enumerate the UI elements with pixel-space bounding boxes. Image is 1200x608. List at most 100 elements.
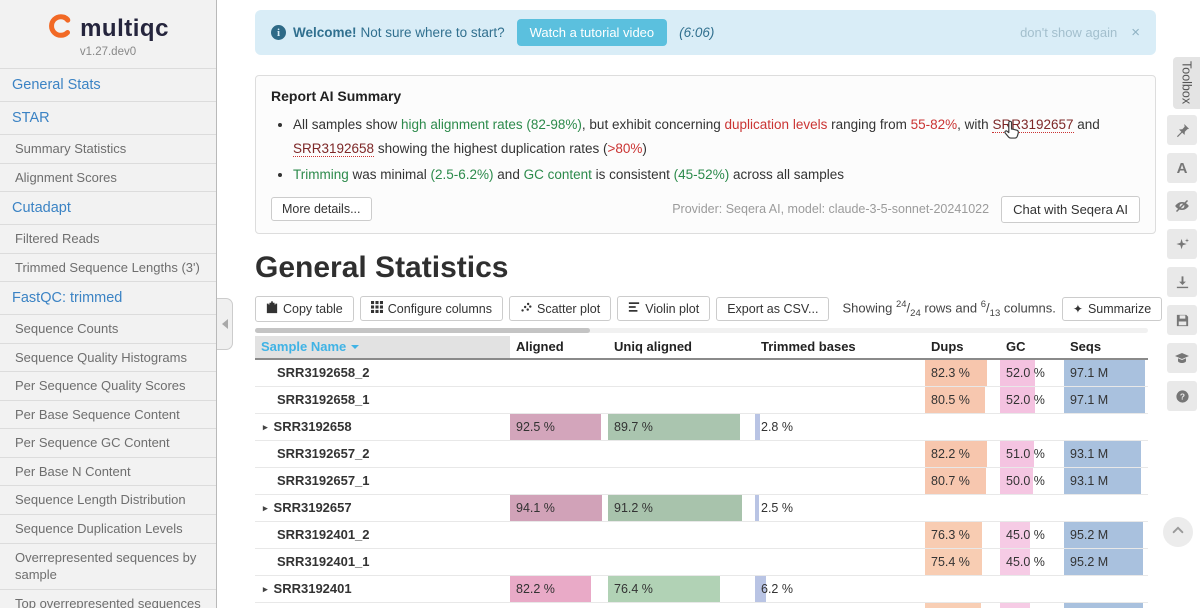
summarize-button[interactable]: ✦ Summarize — [1061, 296, 1163, 321]
table-row[interactable]: ▸ SRR3192401 82.2 % 76.4 % 6.2 % — [255, 575, 1148, 603]
sidebar-item[interactable]: Alignment Scores — [0, 162, 216, 192]
value-cell — [755, 549, 925, 575]
data-bar — [1000, 440, 1034, 467]
data-bar — [608, 413, 740, 440]
configure-columns-button[interactable]: Configure columns — [359, 296, 503, 322]
chevron-left-icon — [221, 319, 228, 329]
column-header-gc[interactable]: GC — [1006, 338, 1026, 354]
sidebar-item[interactable]: General Stats — [0, 68, 216, 101]
help-icon[interactable]: ? — [1167, 381, 1197, 411]
sidebar-item[interactable]: Sequence Length Distribution — [0, 485, 216, 514]
value-cell: 82.2 % — [510, 575, 608, 602]
sidebar-item[interactable]: Sequence Duplication Levels — [0, 514, 216, 543]
sidebar-item[interactable]: Per Sequence GC Content — [0, 428, 216, 457]
value-cell: 76.3 % — [925, 521, 1000, 548]
table-row[interactable]: SRR3192657_1 80.7 % 50.0 % 93.1 M — [255, 467, 1148, 495]
copy-icon — [266, 300, 278, 317]
scroll-to-top-button[interactable] — [1163, 517, 1193, 547]
data-bar — [925, 548, 982, 575]
table-horizontal-scrollbar[interactable] — [255, 327, 1148, 333]
toolbox-tab[interactable]: Toolbox — [1173, 57, 1200, 109]
sample-name-cell[interactable]: ▸ SRR3192658 — [263, 418, 352, 434]
sidebar-item[interactable]: STAR — [0, 101, 216, 134]
sample-name-cell[interactable]: ▸ SRR3192657 — [263, 499, 352, 515]
highlight-text-icon[interactable]: A — [1167, 153, 1197, 183]
sidebar-item[interactable]: Per Sequence Quality Scores — [0, 371, 216, 400]
sidebar-item[interactable]: FastQC: trimmed — [0, 281, 216, 314]
table-row[interactable]: SRR3192658_2 82.3 % 52.0 % 97.1 M — [255, 359, 1148, 387]
ai-provider-label: Provider: Seqera AI, model: claude-3-5-s… — [672, 202, 990, 217]
sample-link[interactable]: SRR3192657 — [992, 117, 1074, 133]
sidebar-item[interactable]: Summary Statistics — [0, 134, 216, 163]
expand-triangle-icon[interactable]: ▸ — [263, 502, 268, 513]
column-header-uniq-aligned[interactable]: Uniq aligned — [614, 338, 692, 354]
column-header-dups[interactable]: Dups — [931, 338, 964, 354]
showing-summary: Showing 24/24 rows and 6/13 columns. — [842, 298, 1056, 319]
value-cell: 51.0 % — [1000, 440, 1064, 467]
value-cell — [510, 549, 608, 575]
value-cell — [510, 441, 608, 467]
table-header-row: Sample Name Aligned Uniq aligned Trimmed… — [255, 335, 1148, 360]
sample-link[interactable]: SRR3192658 — [293, 141, 375, 158]
watch-tutorial-button[interactable]: Watch a tutorial video — [516, 19, 668, 46]
scatter-plot-button[interactable]: Scatter plot — [508, 296, 612, 322]
sidebar-item[interactable]: Per Base Sequence Content — [0, 399, 216, 429]
close-icon[interactable]: × — [1131, 24, 1140, 41]
value-cell: 91.2 % — [608, 494, 755, 521]
table-row[interactable]: SRR3192401_1 75.4 % 45.0 % 95.2 M — [255, 548, 1148, 576]
hide-samples-icon[interactable] — [1167, 191, 1197, 221]
table-row[interactable]: ▸ SRR3192658 92.5 % 89.7 % 2.8 % — [255, 413, 1148, 441]
sample-name-cell[interactable]: SRR3192401_2 — [277, 526, 370, 542]
toolbox-strip: Toolbox A? — [1165, 0, 1200, 608]
expand-triangle-icon[interactable]: ▸ — [263, 583, 268, 594]
more-details-button[interactable]: More details... — [271, 197, 372, 222]
dont-show-again-link[interactable]: don't show again — [1020, 25, 1118, 40]
table-row[interactable]: SRR3192658_1 80.5 % 52.0 % 97.1 M — [255, 386, 1148, 414]
chat-with-seqera-button[interactable]: Chat with Seqera AI — [1001, 195, 1140, 223]
sidebar-item[interactable]: Sequence Counts — [0, 314, 216, 343]
sample-name-cell[interactable]: SRR3192658_1 — [277, 391, 370, 407]
scrollbar-thumb[interactable] — [255, 327, 590, 333]
sample-name-cell[interactable]: SRR3192400_2 — [255, 603, 510, 608]
save-icon[interactable] — [1167, 305, 1197, 335]
sidebar-item[interactable]: Sequence Quality Histograms — [0, 342, 216, 372]
sample-name-cell[interactable]: ▸ SRR3192401 — [263, 580, 352, 596]
version-label: v1.27.dev0 — [79, 46, 137, 58]
sample-name-cell[interactable]: SRR3192401_1 — [277, 553, 370, 569]
column-header-sample-name[interactable]: Sample Name — [255, 335, 510, 358]
sidebar-item[interactable]: Cutadapt — [0, 191, 216, 224]
text-segment: is consistent — [591, 166, 674, 182]
ai-sparkle-icon[interactable] — [1167, 229, 1197, 259]
violin-plot-button[interactable]: Violin plot — [617, 296, 711, 322]
sidebar-item[interactable]: Per Base N Content — [0, 456, 216, 486]
sidebar-item[interactable]: Overrepresented sequences by sample — [0, 542, 216, 589]
table-row[interactable]: SRR3192400_2 74.1 %45.0 %94.9 M — [255, 602, 1148, 608]
table-toolbar: Copy table Configure columns Scatter plo… — [255, 295, 1163, 322]
column-header-seqs[interactable]: Seqs — [1070, 338, 1102, 354]
export-csv-button[interactable]: Export as CSV... — [716, 296, 830, 321]
table-row[interactable]: ▸ SRR3192657 94.1 % 91.2 % 2.5 % — [255, 494, 1148, 522]
table-row[interactable]: SRR3192657_2 82.2 % 51.0 % 93.1 M — [255, 440, 1148, 468]
table-row[interactable]: SRR3192401_2 76.3 % 45.0 % 95.2 M — [255, 521, 1148, 549]
sidebar-item[interactable]: Trimmed Sequence Lengths (3') — [0, 252, 216, 282]
sidebar-item[interactable]: Top overrepresented sequences — [0, 588, 216, 608]
expand-triangle-icon[interactable]: ▸ — [263, 421, 268, 432]
sample-name-cell[interactable]: SRR3192658_2 — [277, 364, 370, 380]
sidebar-collapse-handle[interactable] — [217, 298, 233, 350]
value-cell — [608, 468, 755, 494]
sample-name-cell[interactable]: SRR3192657_1 — [277, 472, 370, 488]
tutorial-icon[interactable] — [1167, 343, 1197, 373]
pin-icon[interactable] — [1167, 115, 1197, 145]
column-header-trimmed-bases[interactable]: Trimmed bases — [761, 338, 856, 354]
chevron-up-icon — [1171, 523, 1185, 542]
copy-table-button[interactable]: Copy table — [255, 295, 354, 322]
sample-name-cell[interactable]: SRR3192657_2 — [277, 445, 370, 461]
download-icon[interactable] — [1167, 267, 1197, 297]
data-bar — [1064, 386, 1145, 413]
text-segment: , with — [957, 117, 993, 132]
text-segment: Trimming — [293, 166, 349, 182]
svg-text:?: ? — [1179, 391, 1184, 401]
value-cell — [608, 441, 755, 467]
sidebar-item[interactable]: Filtered Reads — [0, 224, 216, 253]
column-header-aligned[interactable]: Aligned — [516, 338, 564, 354]
